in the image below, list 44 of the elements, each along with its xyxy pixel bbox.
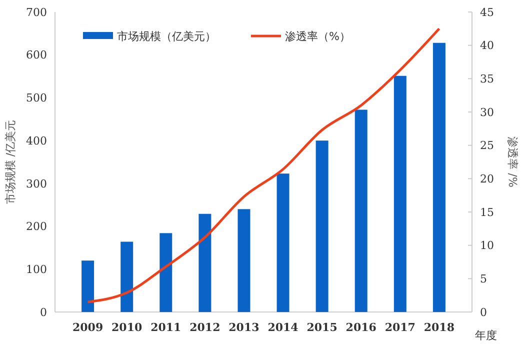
- x-tick-label: 2017: [384, 321, 416, 334]
- y2-tick-label: 40: [480, 39, 494, 52]
- x-tick-label: 2009: [72, 321, 104, 334]
- y-tick-label: 500: [26, 92, 47, 105]
- legend-label: 市场规模（亿美元）: [117, 30, 216, 43]
- y-tick-label: 100: [26, 262, 47, 276]
- y2-tick-label: 25: [480, 139, 494, 152]
- x-axis-title: 年度: [475, 329, 497, 342]
- x-tick-label: 2010: [112, 321, 142, 334]
- bar: [120, 242, 134, 312]
- y2-axis-title: 渗透率 /%: [506, 136, 519, 188]
- bar: [316, 140, 328, 312]
- y2-tick-label: 45: [480, 6, 494, 19]
- x-tick-label: 2012: [190, 321, 220, 334]
- y2-tick-label: 10: [480, 239, 494, 252]
- y-tick-label: 400: [26, 134, 47, 148]
- x-tick-label: 2011: [150, 321, 182, 334]
- bar: [354, 110, 368, 312]
- x-tick-label: 2013: [228, 321, 260, 334]
- y2-tick-label: 35: [480, 72, 494, 86]
- y-tick-label: 700: [26, 6, 47, 19]
- y2-tick-label: 15: [480, 206, 494, 219]
- y2-tick-label: 30: [480, 106, 494, 119]
- x-tick-label: 2014: [268, 321, 299, 334]
- y2-tick-label: 5: [480, 272, 487, 286]
- y-tick-label: 600: [26, 48, 47, 62]
- bar: [82, 260, 94, 312]
- legend-label: 渗透率（%）: [285, 30, 350, 43]
- y-tick-label: 300: [26, 177, 47, 190]
- y2-tick-label: 0: [480, 306, 487, 319]
- x-tick-label: 2018: [424, 321, 455, 334]
- bar: [276, 174, 290, 312]
- bar: [160, 233, 172, 312]
- bar: [238, 209, 250, 312]
- x-tick-label: 2016: [346, 321, 377, 334]
- x-tick-label: 2015: [306, 321, 338, 334]
- bar: [198, 214, 212, 312]
- bar: [432, 42, 446, 312]
- line-series: [86, 27, 440, 304]
- y-tick-label: 0: [40, 306, 47, 319]
- y2-tick-label: 20: [480, 172, 494, 186]
- y-tick-label: 200: [26, 220, 47, 234]
- y-axis-title: 市场规模 /亿美元: [4, 120, 17, 204]
- bar: [394, 76, 406, 312]
